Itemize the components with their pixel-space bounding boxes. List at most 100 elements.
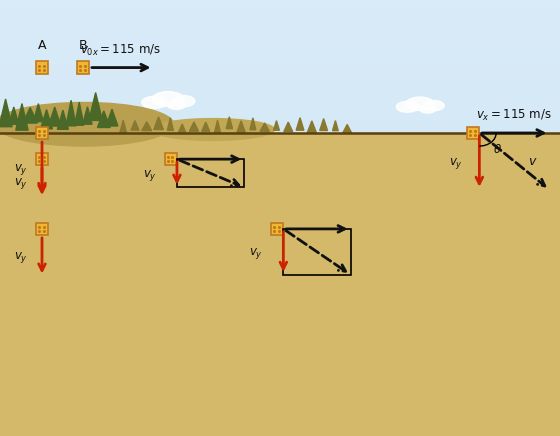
Bar	[0, 44, 560, 47]
Bar	[0, 425, 560, 429]
Text: B: B	[78, 39, 87, 52]
Text: $v$: $v$	[529, 155, 538, 168]
Bar	[0, 0, 560, 3]
Bar	[0, 356, 560, 360]
Bar	[0, 149, 560, 153]
Bar	[0, 91, 560, 95]
Bar	[36, 223, 48, 235]
Bar	[0, 327, 560, 330]
Polygon shape	[273, 121, 279, 130]
Polygon shape	[154, 117, 164, 129]
Bar	[0, 112, 560, 116]
Bar	[0, 382, 560, 385]
Polygon shape	[296, 118, 304, 130]
Bar	[0, 334, 560, 338]
Bar	[0, 429, 560, 433]
Polygon shape	[66, 100, 76, 126]
Bar	[0, 240, 560, 243]
Bar	[0, 189, 560, 193]
Bar	[0, 305, 560, 309]
Ellipse shape	[167, 101, 185, 109]
Bar	[271, 223, 283, 235]
Bar	[0, 345, 560, 349]
Polygon shape	[214, 120, 221, 133]
Bar	[0, 352, 560, 356]
Polygon shape	[167, 118, 174, 130]
Bar	[0, 25, 560, 29]
Bar	[0, 374, 560, 378]
Bar	[0, 211, 560, 215]
Text: $v_y$: $v_y$	[14, 162, 27, 177]
Text: A: A	[38, 39, 46, 52]
Bar	[0, 229, 560, 232]
Bar	[0, 218, 560, 221]
Bar	[0, 236, 560, 240]
Bar	[0, 174, 560, 178]
Polygon shape	[23, 108, 38, 123]
Polygon shape	[260, 123, 269, 131]
Ellipse shape	[419, 105, 436, 113]
Bar	[0, 363, 560, 367]
Polygon shape	[284, 122, 293, 132]
Bar	[0, 18, 560, 22]
Bar	[0, 287, 560, 291]
Text: $v_y$: $v_y$	[143, 168, 156, 183]
Bar	[0, 164, 560, 167]
Polygon shape	[120, 120, 127, 133]
Bar	[77, 61, 89, 74]
Bar	[0, 221, 560, 225]
Bar	[0, 196, 560, 200]
Text: $v_x = 115\ \mathrm{m/s}$: $v_x = 115\ \mathrm{m/s}$	[477, 108, 552, 123]
Bar	[0, 389, 560, 392]
Polygon shape	[97, 111, 110, 127]
Bar	[0, 280, 560, 283]
Bar	[0, 127, 560, 131]
Bar	[0, 11, 560, 14]
Bar	[0, 7, 560, 11]
Bar	[0, 14, 560, 18]
Bar	[0, 145, 560, 149]
Bar	[0, 54, 560, 58]
Bar	[0, 338, 560, 341]
Bar	[0, 418, 560, 422]
Bar	[0, 294, 560, 298]
Text: $v_y$: $v_y$	[14, 176, 27, 191]
Bar	[0, 62, 560, 65]
Bar	[0, 29, 560, 33]
Polygon shape	[179, 124, 186, 132]
Bar	[0, 98, 560, 102]
Bar	[283, 229, 351, 275]
Bar	[0, 258, 560, 262]
Text: $v_{0x} = 115\ \mathrm{m/s}$: $v_{0x} = 115\ \mathrm{m/s}$	[81, 43, 161, 58]
Ellipse shape	[406, 97, 434, 110]
Bar	[0, 378, 560, 382]
Bar	[0, 269, 560, 272]
Bar	[0, 360, 560, 363]
Polygon shape	[142, 122, 152, 131]
Bar	[0, 153, 560, 156]
Bar	[0, 302, 560, 305]
Polygon shape	[343, 125, 352, 133]
Bar	[0, 171, 560, 174]
Bar	[0, 134, 560, 138]
Bar	[0, 182, 560, 185]
Bar	[0, 254, 560, 258]
Bar	[0, 385, 560, 389]
Bar	[0, 433, 560, 436]
Ellipse shape	[424, 101, 444, 111]
Polygon shape	[131, 121, 139, 130]
Bar	[0, 225, 560, 229]
Polygon shape	[226, 117, 232, 129]
Ellipse shape	[396, 101, 418, 112]
Bar	[0, 392, 560, 396]
Bar	[0, 367, 560, 371]
Bar	[36, 61, 48, 74]
Bar	[0, 109, 560, 112]
Polygon shape	[74, 102, 84, 125]
Polygon shape	[333, 121, 338, 131]
Bar	[0, 185, 560, 189]
Polygon shape	[9, 107, 18, 124]
Text: $v_y$: $v_y$	[249, 246, 263, 262]
Bar	[0, 276, 560, 280]
Bar	[165, 153, 177, 165]
